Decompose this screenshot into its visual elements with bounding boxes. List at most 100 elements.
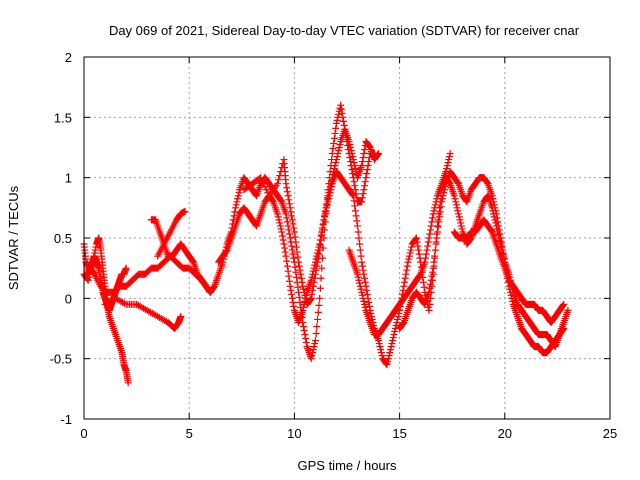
data-point <box>300 285 308 293</box>
data-point <box>440 189 448 197</box>
data-point <box>415 246 423 254</box>
data-point <box>377 349 385 357</box>
data-point <box>283 184 291 192</box>
data-point <box>490 201 498 209</box>
data-point <box>351 186 359 194</box>
data-point <box>356 240 364 248</box>
series-s4 <box>101 294 185 332</box>
data-point <box>426 230 434 238</box>
y-axis-label: SDTVAR / TECUs <box>6 185 21 290</box>
data-point <box>301 291 309 299</box>
x-axis-label: GPS time / hours <box>298 458 397 473</box>
chart-title: Day 069 of 2021, Sidereal Day-to-day VTE… <box>109 23 580 38</box>
data-point <box>437 203 445 211</box>
data-point <box>363 286 371 294</box>
data-point <box>389 337 397 345</box>
data-point <box>280 240 288 248</box>
data-point <box>350 197 358 205</box>
data-point <box>356 279 364 287</box>
data-point <box>84 276 92 284</box>
data-point <box>365 298 373 306</box>
data-point <box>335 110 343 118</box>
data-point <box>316 294 324 302</box>
data-point <box>348 150 356 158</box>
data-point <box>288 212 296 220</box>
data-point <box>357 285 365 293</box>
data-point <box>347 147 355 155</box>
data-point <box>413 238 421 246</box>
data-point <box>302 335 310 343</box>
data-point <box>290 254 298 262</box>
data-point <box>288 216 296 224</box>
data-point <box>388 340 396 348</box>
data-point <box>222 247 230 255</box>
data-point <box>310 343 318 351</box>
y-tick-label: 1 <box>65 171 72 186</box>
data-point <box>330 168 338 176</box>
axis-ticks: 0 5 10 15 20 25 -1 -0.5 0 0.5 1 1.5 2 <box>50 50 618 441</box>
data-point <box>354 228 362 236</box>
data-point <box>361 178 369 186</box>
data-point <box>290 302 298 310</box>
data-point <box>494 218 502 226</box>
data-point <box>290 224 298 232</box>
data-point <box>408 243 416 251</box>
data-point <box>325 189 333 197</box>
data-point <box>332 124 340 132</box>
x-tick-label: 20 <box>498 426 512 441</box>
data-point <box>335 144 343 151</box>
data-point <box>361 182 369 190</box>
data-point <box>275 176 283 184</box>
data-point <box>492 207 500 215</box>
data-point <box>491 204 499 212</box>
data-point <box>328 177 336 185</box>
data-point <box>285 272 293 280</box>
data-point <box>291 233 299 241</box>
data-point <box>420 283 428 291</box>
data-point <box>386 346 394 354</box>
data-point <box>363 290 371 298</box>
data-point <box>436 208 444 216</box>
data-point <box>358 258 366 266</box>
data-point <box>318 226 326 234</box>
x-tick-label: 15 <box>392 426 406 441</box>
data-point <box>452 198 460 206</box>
data-point <box>231 208 239 216</box>
data-point <box>489 195 497 203</box>
data-point <box>338 109 346 117</box>
data-point <box>285 277 293 285</box>
data-point <box>360 186 368 194</box>
data-point <box>426 226 434 234</box>
data-point <box>122 264 130 272</box>
data-point <box>423 246 431 254</box>
data-point <box>329 145 337 153</box>
data-point <box>355 234 363 242</box>
data-point <box>384 355 392 363</box>
data-point <box>330 134 338 142</box>
data-point <box>294 253 302 261</box>
data-point <box>349 153 357 161</box>
data-point <box>444 159 452 167</box>
data-point <box>336 104 344 112</box>
data-point <box>439 192 447 200</box>
data-point <box>450 192 458 200</box>
data-point <box>288 294 296 302</box>
data-point <box>430 207 438 215</box>
data-point <box>404 258 412 266</box>
data-point <box>302 339 310 347</box>
data-point <box>317 274 325 282</box>
series-s5 <box>147 101 378 363</box>
data-point <box>493 214 501 222</box>
data-point <box>296 298 304 306</box>
data-point <box>323 196 331 204</box>
data-point <box>318 231 326 239</box>
data-point <box>507 291 515 299</box>
data-point <box>403 266 411 274</box>
data-point <box>358 198 366 206</box>
data-point <box>319 221 327 229</box>
data-point <box>429 210 437 218</box>
data-point <box>257 174 265 182</box>
x-tick-label: 0 <box>80 426 87 441</box>
data-point <box>426 280 434 288</box>
